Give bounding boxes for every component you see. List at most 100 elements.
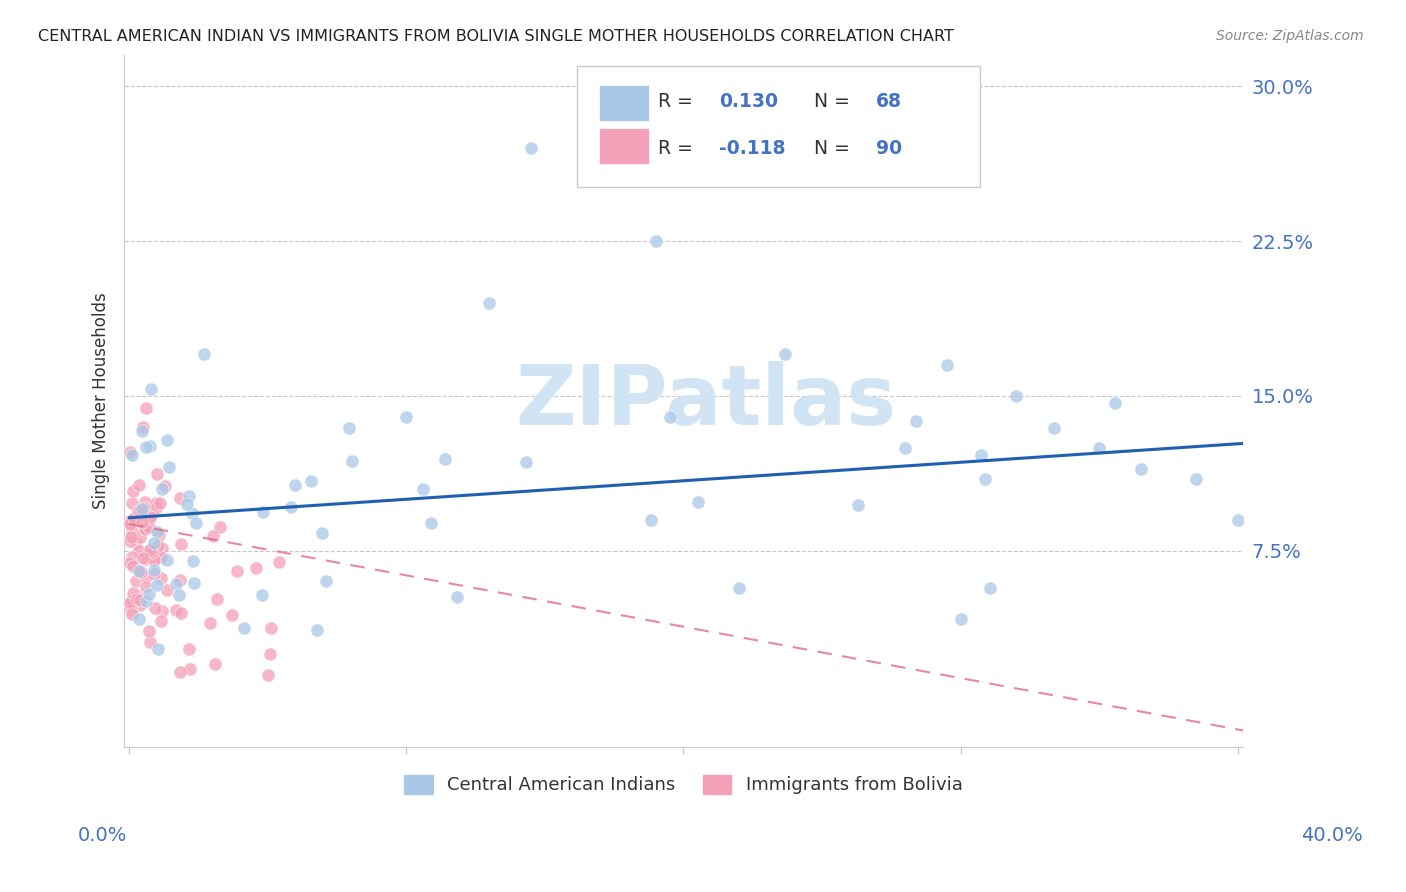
- Point: [446, 591, 468, 605]
- Point: [122, 511, 145, 525]
- Point: [127, 504, 149, 518]
- Text: R =: R =: [658, 139, 699, 158]
- Point: [121, 524, 143, 539]
- Point: [150, 550, 173, 565]
- Point: [177, 489, 200, 503]
- Point: [125, 574, 148, 588]
- Point: [131, 501, 153, 516]
- Point: [204, 657, 226, 671]
- Point: [120, 516, 142, 531]
- Point: [949, 612, 972, 626]
- Point: [183, 576, 205, 591]
- Point: [148, 527, 170, 541]
- Point: [122, 484, 145, 499]
- Point: [974, 472, 997, 486]
- Point: [775, 347, 797, 361]
- Point: [128, 544, 150, 558]
- Point: [134, 521, 156, 535]
- Point: [122, 558, 145, 573]
- Point: [156, 582, 179, 597]
- Point: [156, 433, 179, 447]
- Point: [299, 474, 322, 488]
- Point: [139, 511, 162, 525]
- Text: 40.0%: 40.0%: [1301, 826, 1362, 846]
- Point: [124, 535, 146, 549]
- Point: [145, 525, 167, 540]
- Point: [846, 498, 869, 512]
- Point: [165, 603, 187, 617]
- Text: -0.118: -0.118: [720, 139, 786, 158]
- Point: [132, 420, 155, 434]
- Point: [395, 409, 418, 424]
- Point: [905, 414, 928, 428]
- Point: [1226, 513, 1249, 527]
- Point: [520, 141, 543, 155]
- Text: ZIPatlas: ZIPatlas: [515, 360, 896, 442]
- Text: N =: N =: [814, 139, 856, 158]
- Point: [121, 448, 143, 462]
- Point: [205, 592, 228, 607]
- Point: [434, 451, 457, 466]
- Point: [198, 616, 221, 631]
- Point: [979, 581, 1001, 595]
- Point: [150, 614, 173, 628]
- Text: Source: ZipAtlas.com: Source: ZipAtlas.com: [1216, 29, 1364, 43]
- Legend: Central American Indians, Immigrants from Bolivia: Central American Indians, Immigrants fro…: [396, 767, 970, 802]
- Point: [658, 409, 681, 424]
- Point: [169, 491, 191, 505]
- Point: [232, 621, 254, 635]
- Point: [225, 564, 247, 578]
- Point: [152, 604, 174, 618]
- Point: [970, 448, 993, 462]
- Point: [177, 641, 200, 656]
- Point: [120, 533, 142, 548]
- Point: [132, 550, 155, 565]
- Point: [146, 467, 169, 481]
- Point: [141, 382, 163, 396]
- Point: [138, 520, 160, 534]
- Point: [165, 577, 187, 591]
- Point: [122, 586, 145, 600]
- Point: [145, 501, 167, 516]
- Point: [179, 662, 201, 676]
- Point: [139, 439, 162, 453]
- Point: [145, 550, 167, 565]
- Point: [148, 496, 170, 510]
- Point: [145, 496, 167, 510]
- Point: [150, 482, 173, 496]
- Point: [131, 515, 153, 529]
- Point: [1043, 421, 1066, 435]
- Point: [515, 455, 537, 469]
- Text: 0.0%: 0.0%: [77, 826, 128, 846]
- Text: R =: R =: [658, 92, 699, 111]
- Point: [250, 589, 273, 603]
- Point: [138, 510, 160, 524]
- Point: [129, 598, 152, 612]
- Point: [169, 606, 191, 620]
- Point: [139, 542, 162, 557]
- Point: [193, 347, 215, 361]
- Point: [145, 578, 167, 592]
- Point: [259, 647, 281, 661]
- Point: [135, 594, 157, 608]
- Point: [640, 513, 662, 527]
- Point: [221, 607, 243, 622]
- Text: N =: N =: [814, 92, 856, 111]
- Text: 90: 90: [876, 139, 903, 158]
- Point: [141, 550, 163, 565]
- Point: [267, 555, 290, 569]
- Point: [478, 296, 501, 310]
- Point: [125, 592, 148, 607]
- Point: [142, 553, 165, 567]
- Point: [135, 441, 157, 455]
- Point: [146, 642, 169, 657]
- Point: [280, 500, 302, 514]
- Point: [120, 445, 142, 459]
- Point: [131, 424, 153, 438]
- Point: [120, 594, 142, 608]
- Point: [1104, 396, 1126, 410]
- FancyBboxPatch shape: [599, 128, 648, 164]
- Point: [337, 421, 360, 435]
- Point: [149, 571, 172, 585]
- Point: [311, 526, 333, 541]
